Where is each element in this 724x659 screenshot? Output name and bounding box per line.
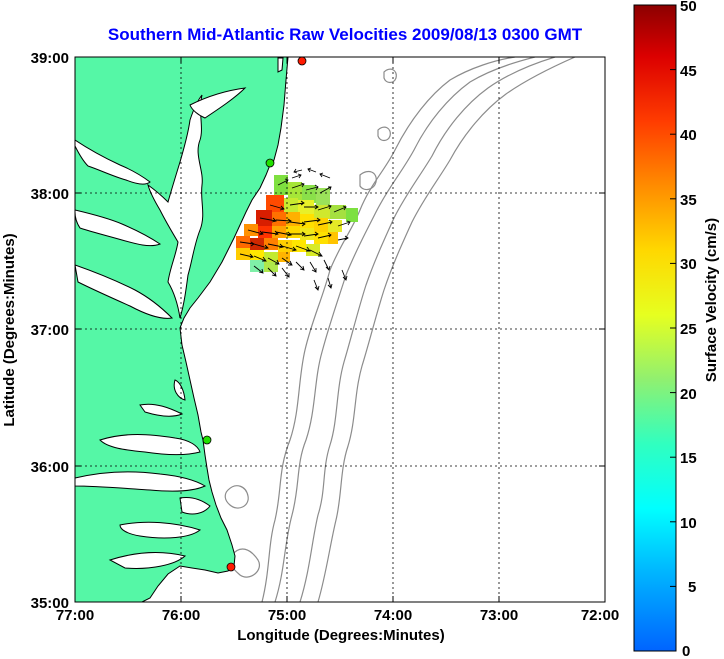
map-title: Southern Mid-Atlantic Raw Velocities 200…: [108, 25, 583, 44]
colorbar: [633, 4, 677, 652]
y-tick-label: 39:00: [31, 50, 69, 67]
site-marker: [226, 562, 236, 572]
inland-waters: [75, 87, 247, 569]
y-tick-labels: 39:00 38:00 37:00 36:00 35:00: [31, 50, 69, 612]
colorbar-tick-label: 40: [680, 127, 697, 144]
y-axis-label: Latitude (Degrees:Minutes): [1, 233, 18, 426]
colorbar-tick-label: 25: [680, 321, 697, 338]
y-tick-label: 36:00: [31, 459, 69, 476]
colorbar-tick-label: 10: [680, 515, 697, 532]
colorbar-tick-label: 0: [682, 643, 690, 659]
colorbar-tick-label: 50: [680, 0, 697, 15]
bathymetry-contours: [224, 57, 576, 602]
x-tick-label: 76:00: [162, 607, 200, 624]
hf-radar-sites: [202, 56, 307, 572]
y-tick-label: 38:00: [31, 186, 69, 203]
colorbar-tick-label: 30: [680, 256, 697, 273]
y-tick-label: 37:00: [31, 322, 69, 339]
colorbar-ticks: [670, 4, 676, 587]
x-tick-label: 74:00: [374, 607, 412, 624]
x-tick-label: 73:00: [480, 607, 518, 624]
colorbar-tick-label: 35: [680, 192, 697, 209]
colorbar-tick-label: 20: [680, 386, 697, 403]
x-tick-label: 72:00: [581, 607, 619, 624]
colorbar-tick-label: 5: [688, 579, 696, 596]
colorbar-tick-label: 15: [680, 450, 697, 467]
site-marker: [297, 56, 307, 66]
y-tick-label: 35:00: [31, 595, 69, 612]
colorbar-tick-label: 45: [680, 63, 697, 80]
velocity-vectors: [239, 167, 351, 291]
colorbar-label: Surface Velocity (cm/s): [703, 218, 720, 382]
x-tick-labels: 77:00 76:00 75:00 74:00 73:00 72:00: [56, 607, 619, 624]
x-axis-label: Longitude (Degrees:Minutes): [237, 627, 445, 644]
x-tick-label: 75:00: [268, 607, 306, 624]
land-mass: [75, 57, 289, 602]
site-marker: [202, 435, 212, 445]
x-tick-label: 77:00: [56, 607, 94, 624]
map-grid: [75, 57, 605, 602]
colorbar-tick-labels: 50 45 40 35 30 25 20 15 10 5 0: [680, 0, 697, 659]
site-marker: [265, 158, 275, 168]
tick-marks: [75, 57, 605, 602]
